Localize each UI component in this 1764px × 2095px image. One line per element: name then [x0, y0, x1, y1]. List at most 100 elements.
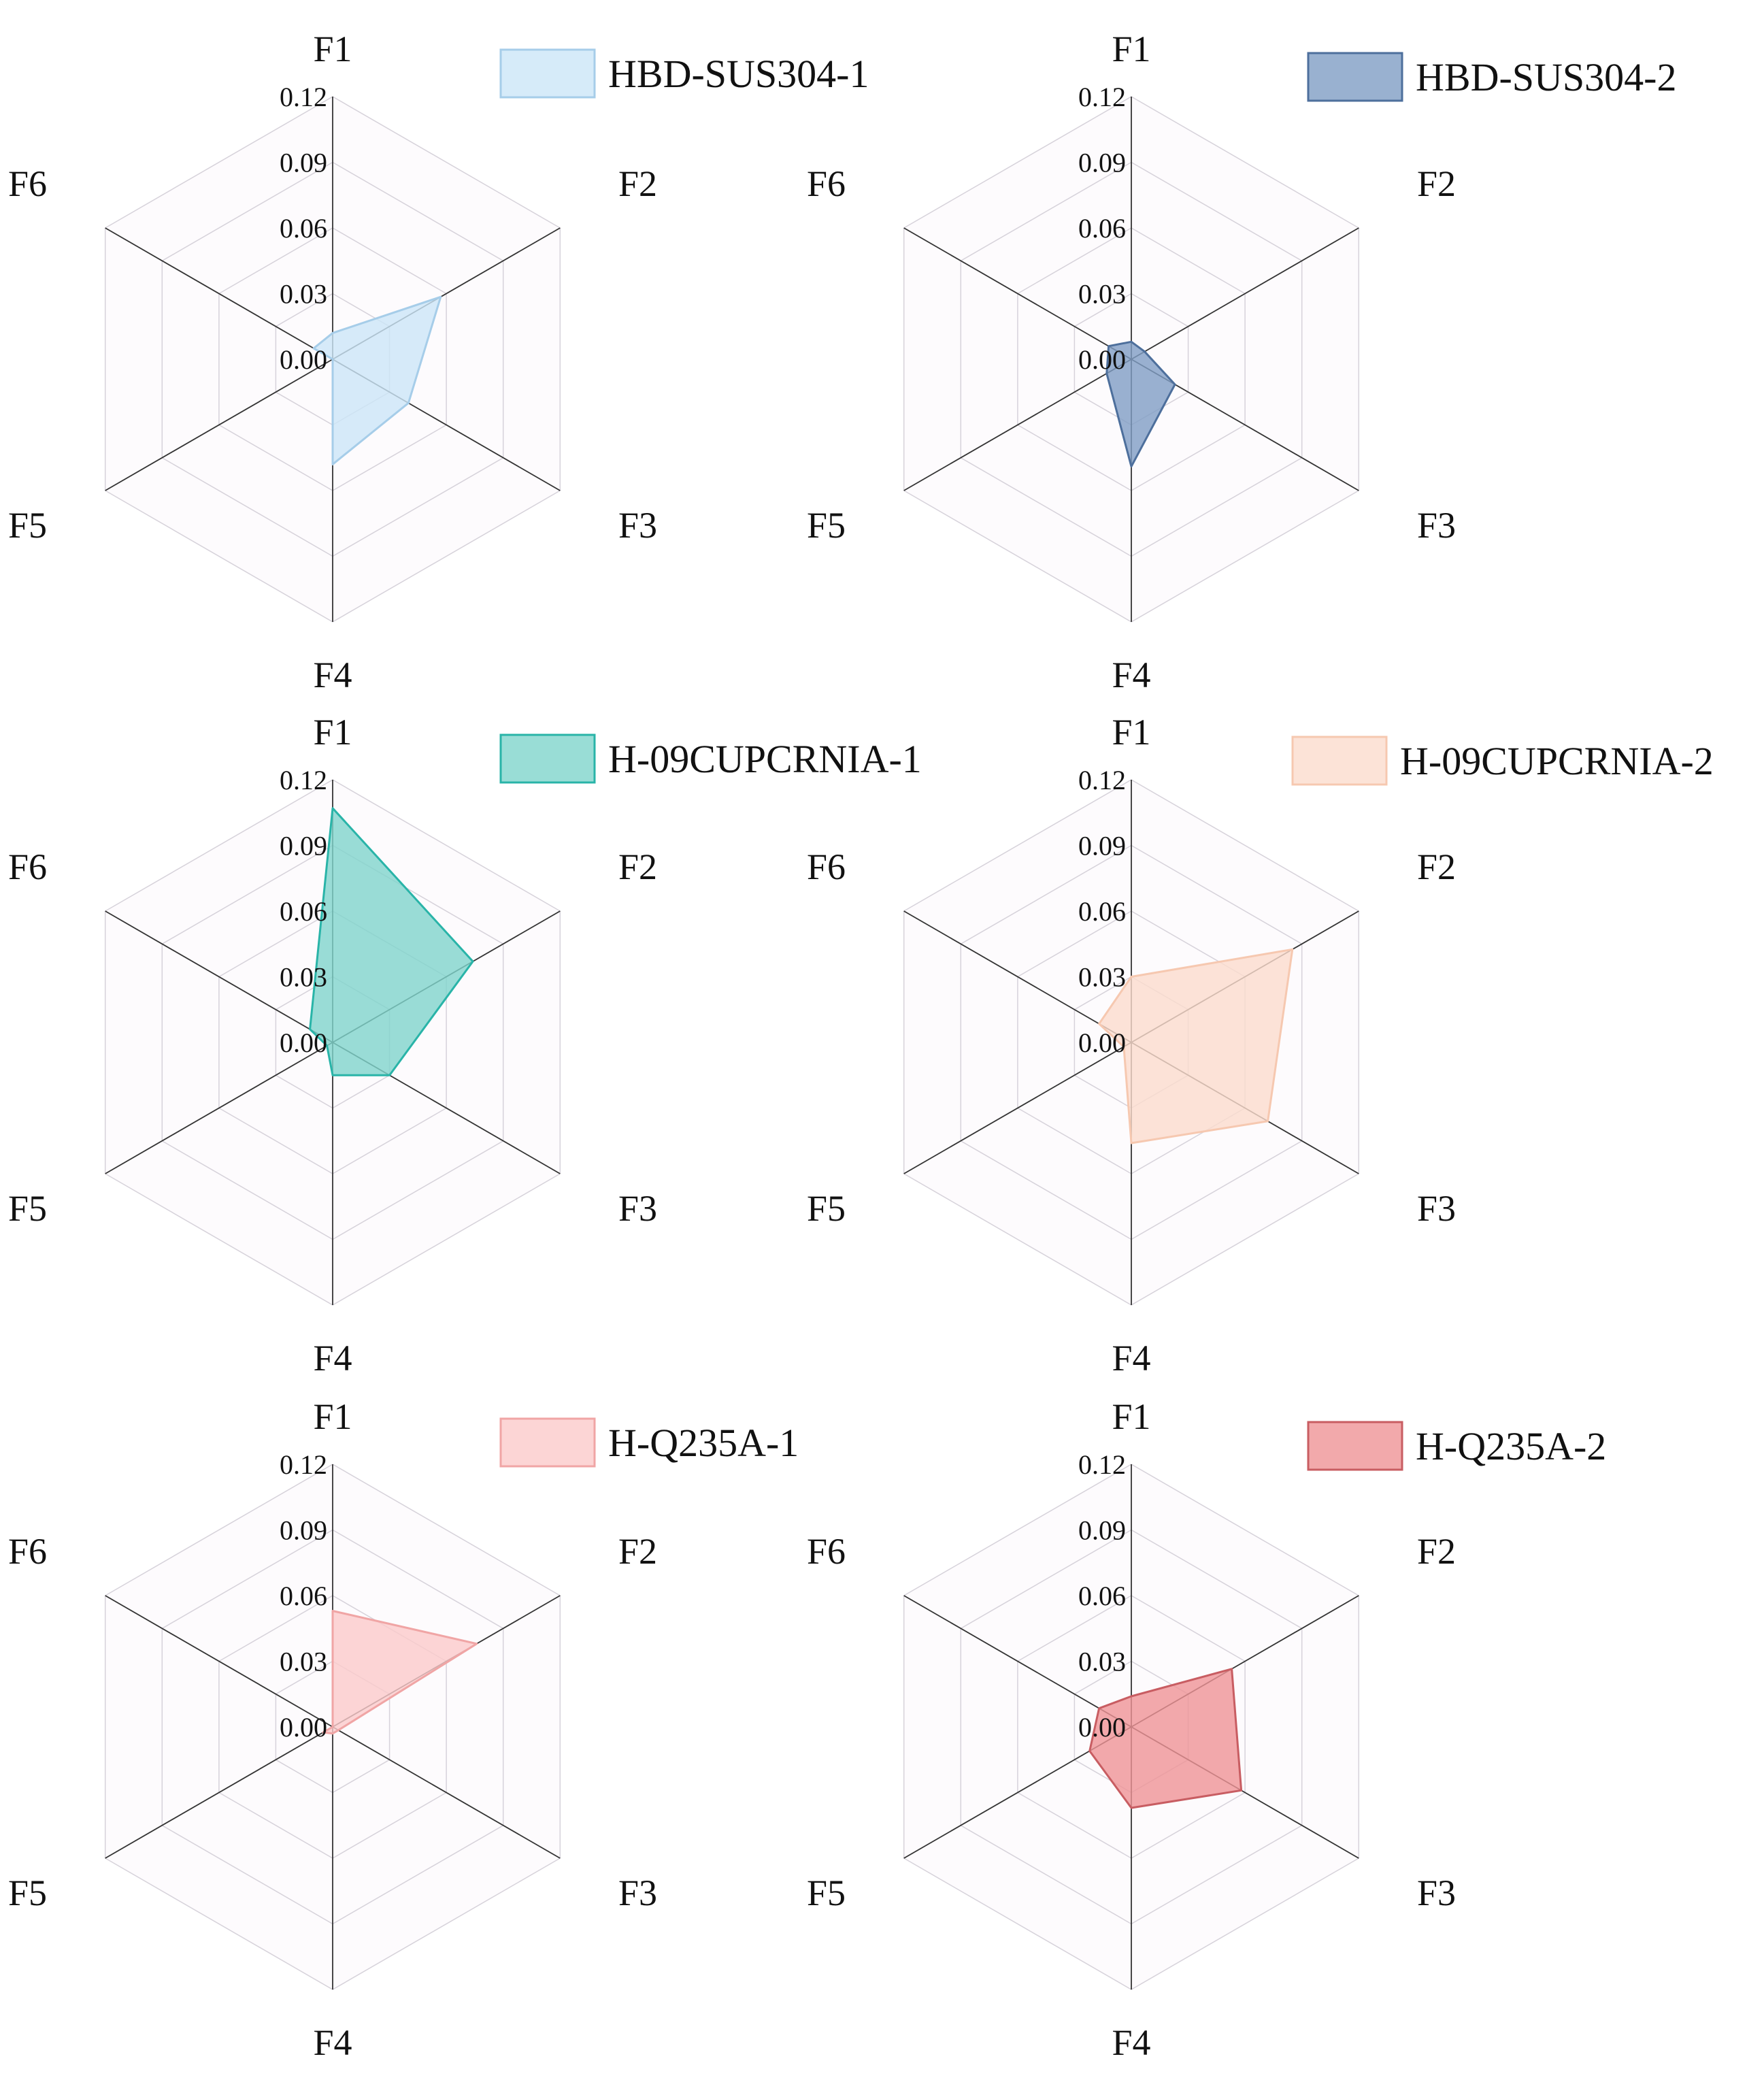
axis-label-f2: F2 [618, 846, 657, 887]
axis-label-f4: F4 [1112, 655, 1150, 695]
axis-spoke-f5 [105, 1042, 333, 1174]
tick-label: 0.06 [280, 213, 327, 244]
radar-chart-6: 0.00 0.03 0.06 0.09 0.12 F1 F2 F3 F4 F5 F6 H-Q235A-… [807, 1396, 1606, 2063]
axis-label-f1: F1 [313, 1396, 352, 1437]
axis-label-f3: F3 [618, 505, 657, 546]
tick-label: 0.03 [1078, 1647, 1126, 1677]
axis-label-f3: F3 [618, 1188, 657, 1229]
tick-label: 0.03 [280, 1647, 327, 1677]
tick-label: 0.06 [1078, 1581, 1126, 1611]
axis-label-f2: F2 [1417, 1531, 1456, 1572]
tick-label: 0.03 [280, 962, 327, 993]
tick-label: 0.00 [1078, 1027, 1126, 1058]
axis-label-f6: F6 [807, 163, 846, 204]
legend-label: H-09CUPCRNIA-2 [1400, 739, 1714, 783]
tick-label: 0.12 [1078, 82, 1126, 112]
axis-label-f4: F4 [313, 655, 352, 695]
data-polygon [312, 295, 442, 465]
axis-label-f5: F5 [8, 505, 47, 546]
axis-label-f4: F4 [313, 2022, 352, 2063]
tick-label: 0.00 [280, 1712, 327, 1743]
tick-label: 0.03 [1078, 962, 1126, 993]
radar-chart-3: 0.00 0.03 0.06 0.09 0.12 F1 F2 F3 F4 F5 F6 H-09CUPC… [8, 712, 922, 1379]
axis-label-f2: F2 [1417, 163, 1456, 204]
axis-spoke-f6 [105, 910, 333, 1043]
axis-label-f3: F3 [1417, 1188, 1456, 1229]
axis-spoke-f6 [105, 227, 333, 360]
radar-chart-5: 0.00 0.03 0.06 0.09 0.12 F1 F2 F3 F4 F5 F6 H-Q235A-… [8, 1396, 799, 2063]
axis-spoke-f3 [332, 1726, 561, 1859]
data-polygon [1098, 948, 1294, 1144]
legend-label: H-Q235A-1 [608, 1421, 799, 1465]
axis-label-f2: F2 [1417, 846, 1456, 887]
axis-label-f5: F5 [8, 1188, 47, 1229]
axis-label-f3: F3 [1417, 505, 1456, 546]
data-polygon [322, 1610, 478, 1735]
radar-chart-2: 0.00 0.03 0.06 0.09 0.12 F1 F2 F3 F4 F5 F6 HBD-SUS3… [807, 29, 1677, 695]
axis-label-f1: F1 [1112, 712, 1150, 753]
tick-label: 0.12 [280, 82, 327, 112]
legend-swatch [1307, 52, 1403, 102]
data-polygon [309, 807, 474, 1076]
axis-label-f4: F4 [1112, 2022, 1150, 2063]
legend-swatch [1291, 736, 1388, 786]
tick-label: 0.12 [280, 1449, 327, 1480]
axis-label-f5: F5 [8, 1873, 47, 1913]
axis-label-f5: F5 [807, 1873, 846, 1913]
axis-spoke-f6 [105, 1595, 333, 1728]
axis-spoke-f5 [903, 1042, 1132, 1174]
axis-spoke-f2 [1131, 227, 1359, 360]
axis-spoke-f6 [903, 910, 1132, 1043]
axis-label-f2: F2 [618, 163, 657, 204]
axis-label-f6: F6 [8, 163, 47, 204]
legend-swatch [1307, 1421, 1403, 1471]
legend-swatch [499, 1417, 596, 1468]
tick-label: 0.06 [280, 896, 327, 927]
tick-label: 0.09 [280, 831, 327, 861]
axis-label-f1: F1 [1112, 29, 1150, 69]
axis-spoke-f5 [105, 359, 333, 491]
radar-chart-1: 0.00 0.03 0.06 0.09 0.12 F1 F2 F3 F4 F5 F6 HBD-SUS3… [8, 29, 869, 695]
data-polygon [1105, 340, 1176, 468]
tick-label: 0.06 [1078, 213, 1126, 244]
legend-label: HBD-SUS304-1 [608, 52, 869, 96]
tick-label: 0.00 [1078, 1712, 1126, 1743]
axis-label-f6: F6 [807, 1531, 846, 1572]
axis-label-f4: F4 [313, 1338, 352, 1379]
axis-label-f3: F3 [1417, 1873, 1456, 1913]
legend-label: HBD-SUS304-2 [1416, 55, 1677, 99]
axis-label-f5: F5 [807, 1188, 846, 1229]
legend-label: H-09CUPCRNIA-1 [608, 737, 922, 781]
tick-label: 0.12 [280, 765, 327, 795]
axis-label-f1: F1 [313, 712, 352, 753]
axis-spoke-f5 [105, 1726, 333, 1859]
tick-label: 0.00 [280, 344, 327, 375]
tick-label: 0.03 [280, 279, 327, 310]
axis-spoke-f5 [903, 359, 1132, 491]
axis-spoke-f6 [903, 1595, 1132, 1728]
tick-label: 0.06 [1078, 896, 1126, 927]
axis-label-f6: F6 [8, 1531, 47, 1572]
tick-label: 0.06 [280, 1581, 327, 1611]
tick-label: 0.03 [1078, 279, 1126, 310]
tick-label: 0.09 [1078, 1515, 1126, 1546]
axis-label-f1: F1 [313, 29, 352, 69]
tick-label: 0.09 [1078, 831, 1126, 861]
tick-label: 0.12 [1078, 765, 1126, 795]
axis-label-f6: F6 [807, 846, 846, 887]
legend-label: H-Q235A-2 [1416, 1424, 1606, 1468]
radar-chart-4: 0.00 0.03 0.06 0.09 0.12 F1 F2 F3 F4 F5 F6 H-09CUPC… [807, 712, 1714, 1379]
tick-label: 0.09 [1078, 148, 1126, 178]
legend-swatch [499, 733, 596, 784]
tick-label: 0.12 [1078, 1449, 1126, 1480]
axis-label-f6: F6 [8, 846, 47, 887]
axis-label-f4: F4 [1112, 1338, 1150, 1379]
axis-spoke-f6 [903, 227, 1132, 360]
data-polygon [1088, 1668, 1243, 1809]
tick-label: 0.00 [1078, 344, 1126, 375]
tick-label: 0.00 [280, 1027, 327, 1058]
legend-swatch [499, 48, 596, 99]
axis-label-f3: F3 [618, 1873, 657, 1913]
axis-label-f2: F2 [618, 1531, 657, 1572]
